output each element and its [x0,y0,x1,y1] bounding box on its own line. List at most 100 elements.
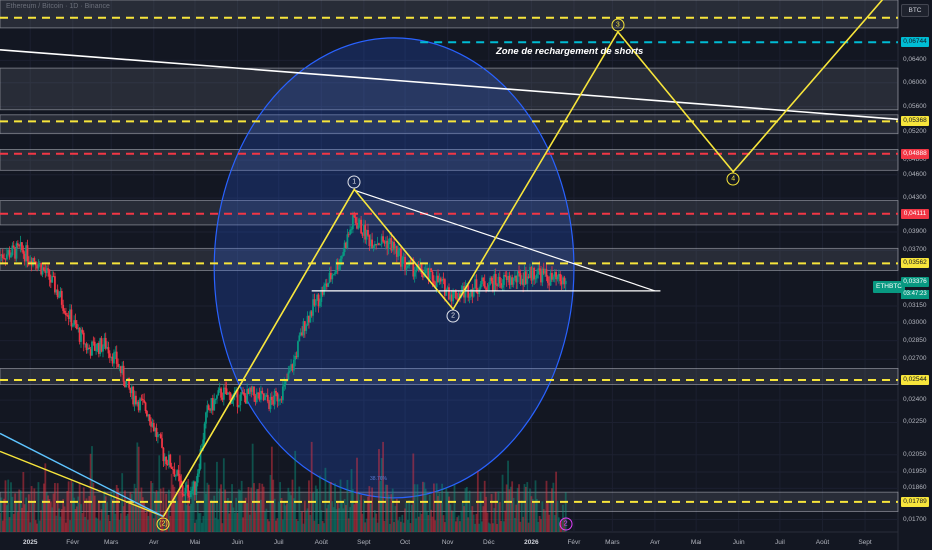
candle-body [218,388,221,391]
candle-body [5,254,8,260]
price-tick-label: 0,01700 [903,515,927,523]
price-tag[interactable]: 0,05368 [901,116,929,127]
candle-body [21,242,23,251]
volume-bar [284,505,287,532]
price-tag[interactable]: 0,04111 [901,208,929,219]
candle-body [242,392,244,394]
volume-bar [48,499,51,532]
candle-body [238,405,240,407]
date-tick-label: Mai [690,539,702,546]
price-tag[interactable]: 0,02544 [901,374,929,385]
volume-bar [91,446,93,532]
candle-body [250,387,253,392]
volume-bar [102,503,104,532]
volume-bar [262,486,265,532]
candle-body [88,347,91,350]
candle-body [503,275,505,286]
price-tag[interactable]: 0,03376 [901,276,929,287]
price-tag[interactable]: 0,06744 [901,37,929,48]
volume-bar [474,523,476,532]
candle-body [328,272,331,283]
candle-body [342,252,345,257]
volume-bar [478,523,481,532]
volume-bar [555,471,558,532]
candle-body [124,381,126,388]
candle-body [161,438,163,448]
volume-bar [40,510,43,532]
volume-bar [411,504,413,532]
volume-bar [41,499,44,532]
candle-body [85,343,88,351]
volume-bar [283,502,286,532]
volume-bar [191,481,194,532]
candle-body [339,258,342,265]
candle-body [92,341,95,343]
price-tag[interactable]: 0,01789 [901,496,929,507]
candle-body [284,379,287,385]
candle-body [320,289,323,302]
candle-body [198,468,200,474]
candle-body [292,359,295,371]
volume-bar [391,488,394,532]
candle-body [356,222,358,229]
volume-bar [545,480,548,532]
candle-body [111,356,114,364]
candle-body [154,428,157,432]
volume-bar [533,501,536,532]
volume-bar [235,497,238,532]
volume-bar [412,453,415,532]
volume-bar [141,497,144,532]
left-trendline [0,432,164,518]
volume-bar [515,504,518,532]
volume-bar [177,492,180,532]
candle-body [564,280,567,285]
volume-group [0,441,567,532]
volume-bar [378,449,380,532]
volume-bar [243,503,246,532]
volume-bar [249,514,251,532]
upper-trendline [0,48,899,121]
candle-body [247,388,250,394]
volume-bar [437,496,439,532]
candle-body [59,291,62,297]
candle-body [43,267,45,271]
candle-body [431,271,434,281]
candle-body [25,245,27,262]
candle-body [137,402,140,411]
volume-bar [121,473,124,532]
candle-body [163,456,166,462]
price-tag[interactable]: 0,03562 [901,258,929,269]
volume-bar [287,487,290,532]
candle-body [27,261,30,262]
volume-bar [246,503,249,532]
volume-bar [178,455,181,532]
price-tick-label: 0,06000 [903,78,927,86]
volume-bar [308,480,310,532]
candle-body [323,285,325,295]
volume-bar [107,514,110,532]
candle-body [294,356,297,360]
candle-body [249,387,251,394]
volume-bar [56,483,59,532]
volume-bar [122,506,125,532]
volume-bar [475,513,478,532]
price-tag[interactable]: 0,04888 [901,148,929,159]
volume-bar [496,523,498,532]
volume-bar [342,508,345,532]
currency-badge[interactable]: BTC [901,4,929,17]
candle-body [541,268,544,283]
candle-body [8,250,11,258]
candle-body [332,274,335,276]
candle-body [41,267,44,275]
volume-bar [47,495,49,532]
candle-body [563,277,566,285]
volume-bar [103,490,106,532]
volume-bar [405,502,408,532]
candle-body [47,268,49,270]
volume-bar [95,517,98,532]
candle-body [157,434,159,438]
candle-body [214,398,217,400]
volume-bar [331,501,334,532]
